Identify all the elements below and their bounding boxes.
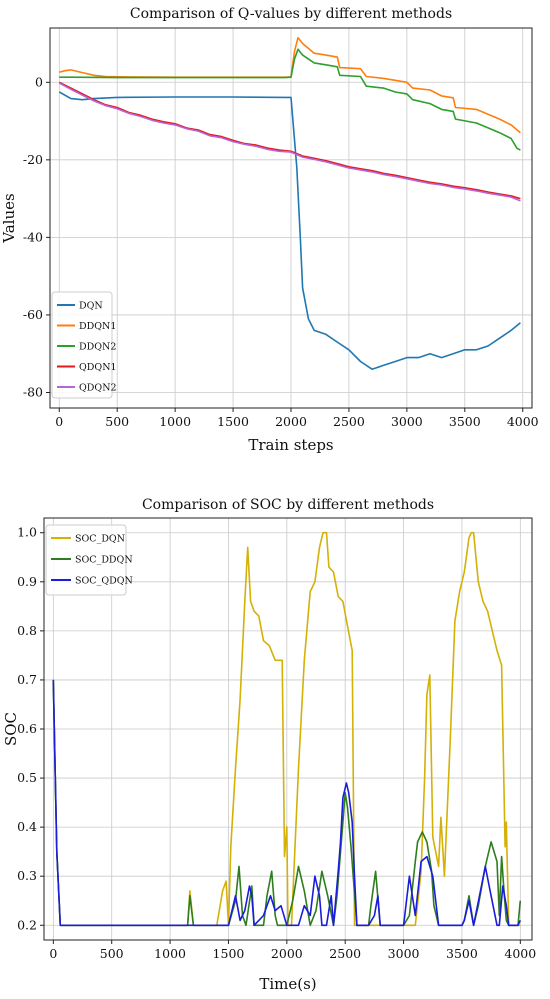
x-tick-label: 1000	[154, 946, 186, 961]
x-tick-label: 2000	[271, 946, 303, 961]
grid-lines	[50, 28, 532, 408]
y-tick-label: 0.4	[17, 819, 37, 834]
soc-chart: 0 500 1000 1500 2000 2500 3000 3500 4000 0.2 0.3 0.…	[0, 485, 550, 999]
legend-label: QDQN2	[79, 383, 117, 394]
series-line-ddqn1	[59, 36, 521, 134]
y-tick-label: 0.3	[17, 868, 37, 883]
q-values-chart: 0 500 1000 1500 2000 2500 3000 3500 4000 0 -20 -40 -…	[0, 0, 550, 470]
y-axis-label: Values	[0, 193, 18, 243]
x-tick-label: 3000	[391, 414, 423, 429]
x-tick-label: 0	[49, 946, 57, 961]
x-tick-label: 500	[100, 946, 124, 961]
x-tick-label: 2500	[333, 414, 365, 429]
x-tick-label: 3000	[388, 946, 420, 961]
legend-label: SOC_DQN	[75, 534, 125, 545]
legend-label: SOC_DDQN	[75, 555, 133, 566]
y-tick-label: 0.8	[17, 623, 37, 638]
series-line-soc-dqn	[52, 531, 521, 927]
legend-label: SOC_QDQN	[75, 576, 133, 587]
y-tick-label: -80	[23, 384, 43, 399]
series-line-soc-qdqn	[52, 679, 522, 927]
soc-chart-svg: 0 500 1000 1500 2000 2500 3000 3500 4000 0.2 0.3 0.…	[2, 497, 536, 993]
y-tick-label: 0.6	[17, 721, 37, 736]
x-tick-label: 2500	[329, 946, 361, 961]
series-lines	[52, 531, 522, 927]
x-axis-label: Train steps	[248, 436, 333, 454]
y-tick-label: 0.5	[17, 770, 37, 785]
x-tick-label: 3500	[449, 414, 481, 429]
chart-title: Comparison of Q-values by different meth…	[130, 6, 452, 22]
q-values-chart-svg: 0 500 1000 1500 2000 2500 3000 3500 4000 0 -20 -40 -…	[0, 6, 539, 454]
legend-label: DDQN1	[79, 321, 116, 332]
x-tick-label: 2000	[275, 414, 307, 429]
chart-title: Comparison of SOC by different methods	[142, 497, 434, 513]
x-tick-label: 1500	[217, 414, 249, 429]
legend-label: QDQN1	[79, 362, 117, 373]
x-tick-label: 3500	[446, 946, 478, 961]
y-tick-label: 0.9	[17, 574, 37, 589]
x-tick-label: 1000	[159, 414, 191, 429]
legend: SOC_DQN SOC_DDQN SOC_QDQN	[45, 524, 133, 596]
legend: DQN DDQN1 DDQN2 QDQN1 QDQN2	[51, 291, 117, 399]
y-tick-label: -20	[23, 152, 43, 167]
legend-box	[45, 524, 127, 596]
x-tick-label: 0	[55, 414, 63, 429]
x-tick-label: 4000	[507, 414, 539, 429]
x-tick-label: 1500	[213, 946, 245, 961]
x-tick-label: 500	[105, 414, 129, 429]
series-line-qdqn2	[58, 82, 521, 202]
y-tick-label: 0.2	[17, 917, 37, 932]
y-tick-label: 1.0	[17, 525, 37, 540]
legend-box	[51, 291, 113, 399]
series-line-ddqn2	[59, 48, 521, 151]
y-tick-label: 0.7	[17, 672, 37, 687]
y-tick-label: -40	[23, 229, 43, 244]
series-line-dqn	[58, 91, 521, 371]
legend-label: DDQN2	[79, 342, 116, 353]
legend-label: DQN	[79, 301, 103, 312]
series-lines	[58, 36, 521, 371]
series-line-qdqn1	[58, 81, 521, 200]
y-axis-label: SOC	[2, 712, 20, 746]
x-tick-label: 4000	[504, 946, 536, 961]
y-tick-label: -60	[23, 307, 43, 322]
x-axis-label: Time(s)	[259, 975, 316, 993]
y-tick-label: 0	[35, 74, 43, 89]
